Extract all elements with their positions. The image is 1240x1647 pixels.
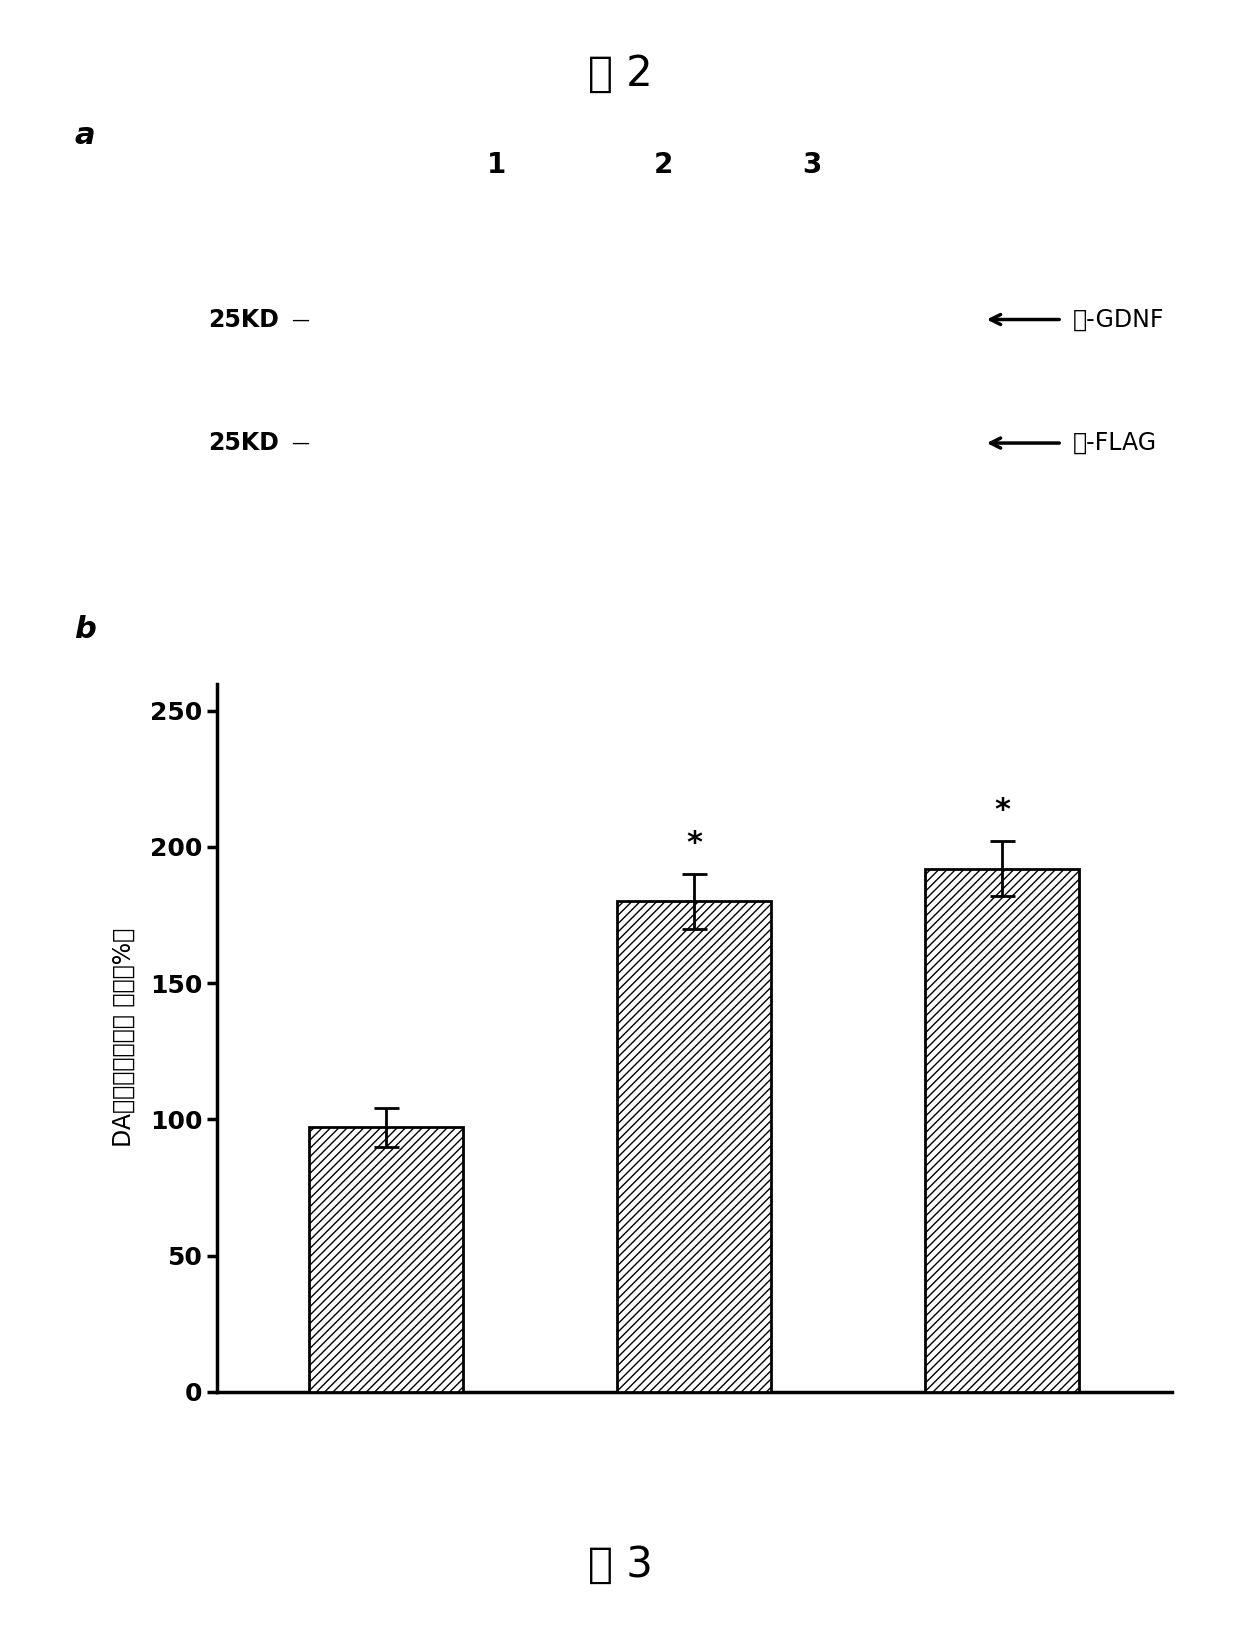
Text: 图 3: 图 3	[588, 1543, 652, 1586]
Text: *: *	[687, 828, 702, 858]
Text: 1: 1	[486, 150, 506, 180]
Text: 图 2: 图 2	[588, 53, 652, 96]
Bar	[310, 1128, 464, 1392]
Text: 25KD: 25KD	[208, 432, 279, 455]
Text: 抗-FLAG: 抗-FLAG	[1073, 432, 1157, 455]
Text: *: *	[994, 796, 1011, 825]
Bar	[925, 868, 1079, 1392]
Y-axis label: DA神经元存活率（ 对照的%）: DA神经元存活率（ 对照的%）	[112, 927, 136, 1148]
Text: —: —	[291, 435, 310, 451]
Text: 3: 3	[802, 150, 822, 180]
Text: b: b	[74, 614, 97, 644]
Bar	[618, 901, 771, 1392]
Text: a: a	[74, 120, 95, 150]
Text: 抗-GDNF: 抗-GDNF	[1073, 308, 1164, 331]
Text: 25KD: 25KD	[208, 308, 279, 331]
Text: —: —	[291, 311, 310, 328]
Text: 2: 2	[653, 150, 673, 180]
